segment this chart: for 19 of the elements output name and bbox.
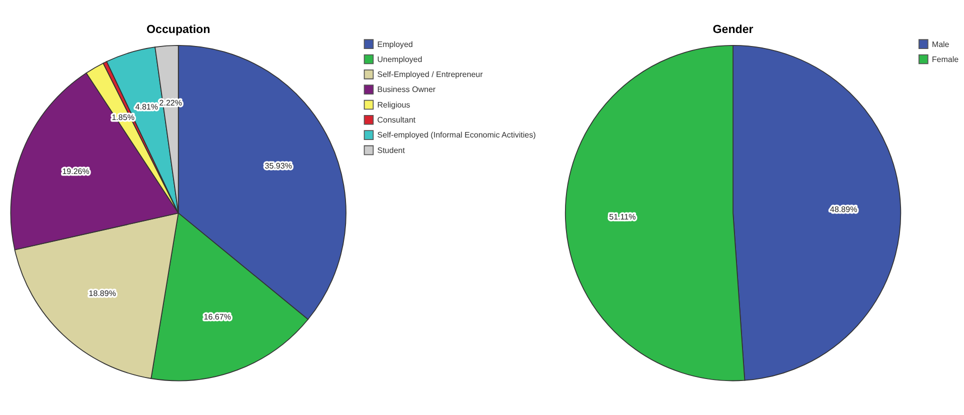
data-label: 35.93% xyxy=(264,161,292,170)
legend-label: Religious xyxy=(377,100,410,110)
chart-title: Gender xyxy=(712,24,754,36)
legend-label: Male xyxy=(932,40,950,49)
data-label: 19.26% xyxy=(62,167,90,176)
legend-label: Unemployed xyxy=(377,54,422,64)
legend-label: Self-Employed / Entrepreneur xyxy=(377,70,484,80)
legend-label: Business Owner xyxy=(377,85,436,94)
legend-label: Self-employed (Informal Economic Activities) xyxy=(377,130,536,140)
legend-label: Female xyxy=(932,54,960,64)
data-label: 51.11% xyxy=(609,212,636,222)
chart-title: Occupation xyxy=(146,24,210,36)
data-label: 4.81% xyxy=(135,102,158,112)
legend-label: Consultant xyxy=(377,116,416,125)
legend-label: Employed xyxy=(377,40,413,49)
legend-label: Student xyxy=(377,146,406,155)
data-label: 48.89% xyxy=(830,204,858,214)
data-label: 16.67% xyxy=(204,312,231,322)
data-label: 18.89% xyxy=(88,289,116,298)
